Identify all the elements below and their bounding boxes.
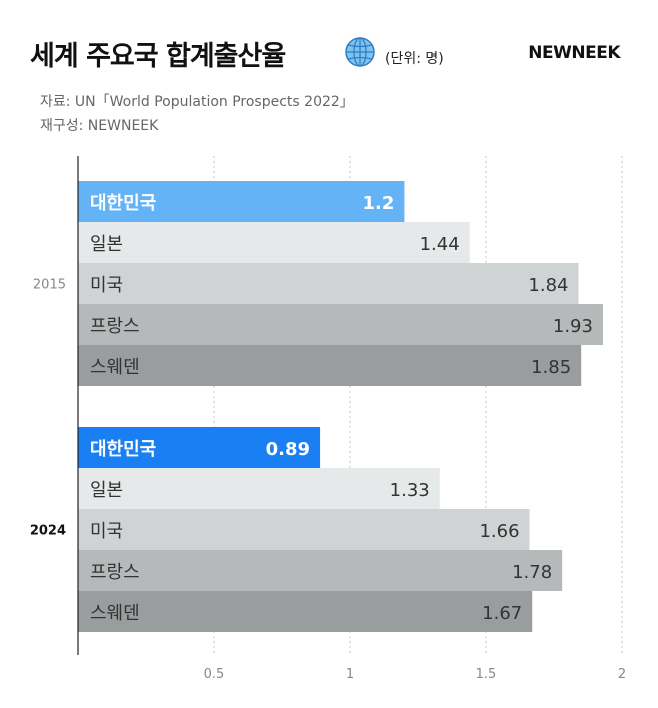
- bar-category-label: 프랑스: [90, 316, 140, 337]
- bar-value-label: 1.78: [512, 562, 552, 583]
- bar-category-label: 스웨덴: [90, 357, 140, 378]
- group-label: 2015: [33, 278, 66, 293]
- bar-category-label: 대한민국: [90, 439, 156, 460]
- bar-value-label: 0.89: [266, 439, 310, 460]
- bar: [78, 304, 603, 345]
- bar: [78, 222, 470, 263]
- bar-value-label: 1.44: [420, 234, 460, 255]
- bar-category-label: 스웨덴: [90, 603, 140, 624]
- bar-value-label: 1.93: [553, 316, 593, 337]
- bar-category-label: 프랑스: [90, 562, 140, 583]
- bar-category-label: 대한민국: [90, 193, 156, 214]
- group-label: 2024: [30, 524, 66, 539]
- bar: [78, 591, 533, 632]
- x-tick-label: 0.5: [204, 667, 225, 682]
- brand-logo: NEWNEEK: [528, 43, 620, 63]
- x-tick-label: 1.5: [476, 667, 497, 682]
- bar: [78, 550, 563, 591]
- bar-value-label: 1.33: [390, 480, 430, 501]
- edited-note: 재구성: NEWNEEK: [40, 118, 159, 134]
- bar: [78, 345, 582, 386]
- bar-value-label: 1.67: [482, 603, 522, 624]
- bar-value-label: 1.84: [528, 275, 568, 296]
- bar: [78, 181, 405, 222]
- bar-category-label: 일본: [90, 480, 123, 501]
- source-note: 자료: UN「World Population Prospects 2022」: [40, 94, 354, 110]
- x-tick-label: 2: [618, 667, 626, 682]
- x-tick-label: 1: [346, 667, 354, 682]
- bar: [78, 509, 530, 550]
- bar-value-label: 1.66: [479, 521, 519, 542]
- bar-value-label: 1.2: [363, 193, 395, 214]
- bar-category-label: 일본: [90, 234, 123, 255]
- bar-category-label: 미국: [90, 275, 123, 296]
- unit-label: (단위: 명): [385, 51, 444, 67]
- bar-value-label: 1.85: [531, 357, 571, 378]
- globe-icon: [345, 37, 375, 67]
- bar: [78, 427, 321, 468]
- chart-title: 세계 주요국 합계출산율: [30, 41, 286, 72]
- bar: [78, 263, 579, 304]
- bar: [78, 468, 440, 509]
- bar-category-label: 미국: [90, 521, 123, 542]
